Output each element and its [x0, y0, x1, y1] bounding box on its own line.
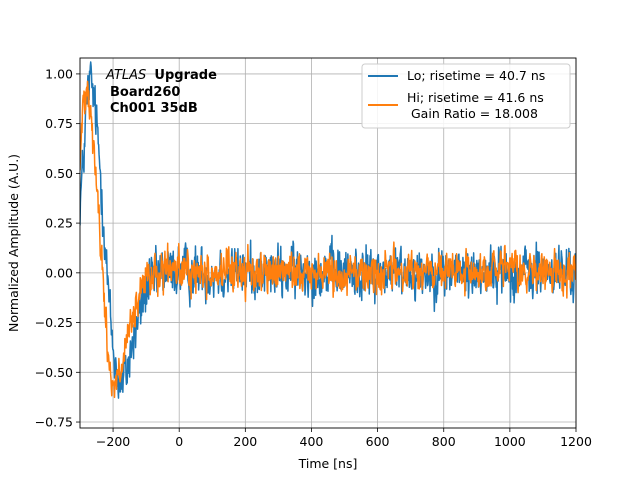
x-tick-label: 600 [366, 434, 390, 449]
series-line-hi [80, 80, 576, 399]
annotation-channel: Ch001 35dB [110, 101, 198, 116]
legend-box [361, 63, 571, 129]
legend-label-hi: Hi; risetime = 41.6 ns [407, 90, 544, 105]
x-tick-label: 1000 [494, 434, 526, 449]
y-tick-label: −0.25 [35, 315, 73, 330]
svg-text:ATLAS Upgrade: ATLAS Upgrade [105, 68, 217, 83]
y-tick-label: −0.75 [35, 415, 73, 430]
x-axis-ticks: −200 0 200 400 600 800 1000 1200 [96, 428, 592, 449]
y-tick-label: 0.25 [45, 216, 73, 231]
x-axis-label: Time [ns] [298, 456, 358, 471]
annotation-board: Board260 [110, 85, 180, 100]
y-tick-label: 0.00 [45, 265, 73, 280]
series-layer [80, 61, 576, 399]
y-axis-label: Normalized Amplitude (A.U.) [6, 154, 21, 332]
x-tick-label: 0 [175, 434, 183, 449]
y-tick-label: −0.50 [35, 365, 73, 380]
annotation-experiment: ATLAS [105, 68, 146, 83]
x-tick-label: 400 [300, 434, 324, 449]
y-tick-label: 0.75 [45, 116, 73, 131]
x-tick-label: 1200 [560, 434, 592, 449]
legend-gain-ratio: Gain Ratio = 18.008 [411, 106, 538, 121]
x-tick-label: 800 [432, 434, 456, 449]
plot-frame [79, 57, 577, 429]
annotation-tag: Upgrade [154, 68, 217, 83]
x-tick-label: 200 [233, 434, 257, 449]
x-tick-label: −200 [96, 434, 130, 449]
y-tick-label: 0.50 [45, 166, 73, 181]
legend-label-lo: Lo; risetime = 40.7 ns [407, 68, 545, 83]
legend: Lo; risetime = 40.7 ns Hi; risetime = 41… [361, 63, 571, 129]
y-tick-label: 1.00 [45, 66, 73, 81]
y-axis-ticks: −0.75 −0.50 −0.25 0.00 0.25 0.50 0.75 1.00 [35, 66, 80, 430]
atlas-annotation: ATLAS Upgrade Board260 Ch001 35dB [105, 68, 217, 116]
